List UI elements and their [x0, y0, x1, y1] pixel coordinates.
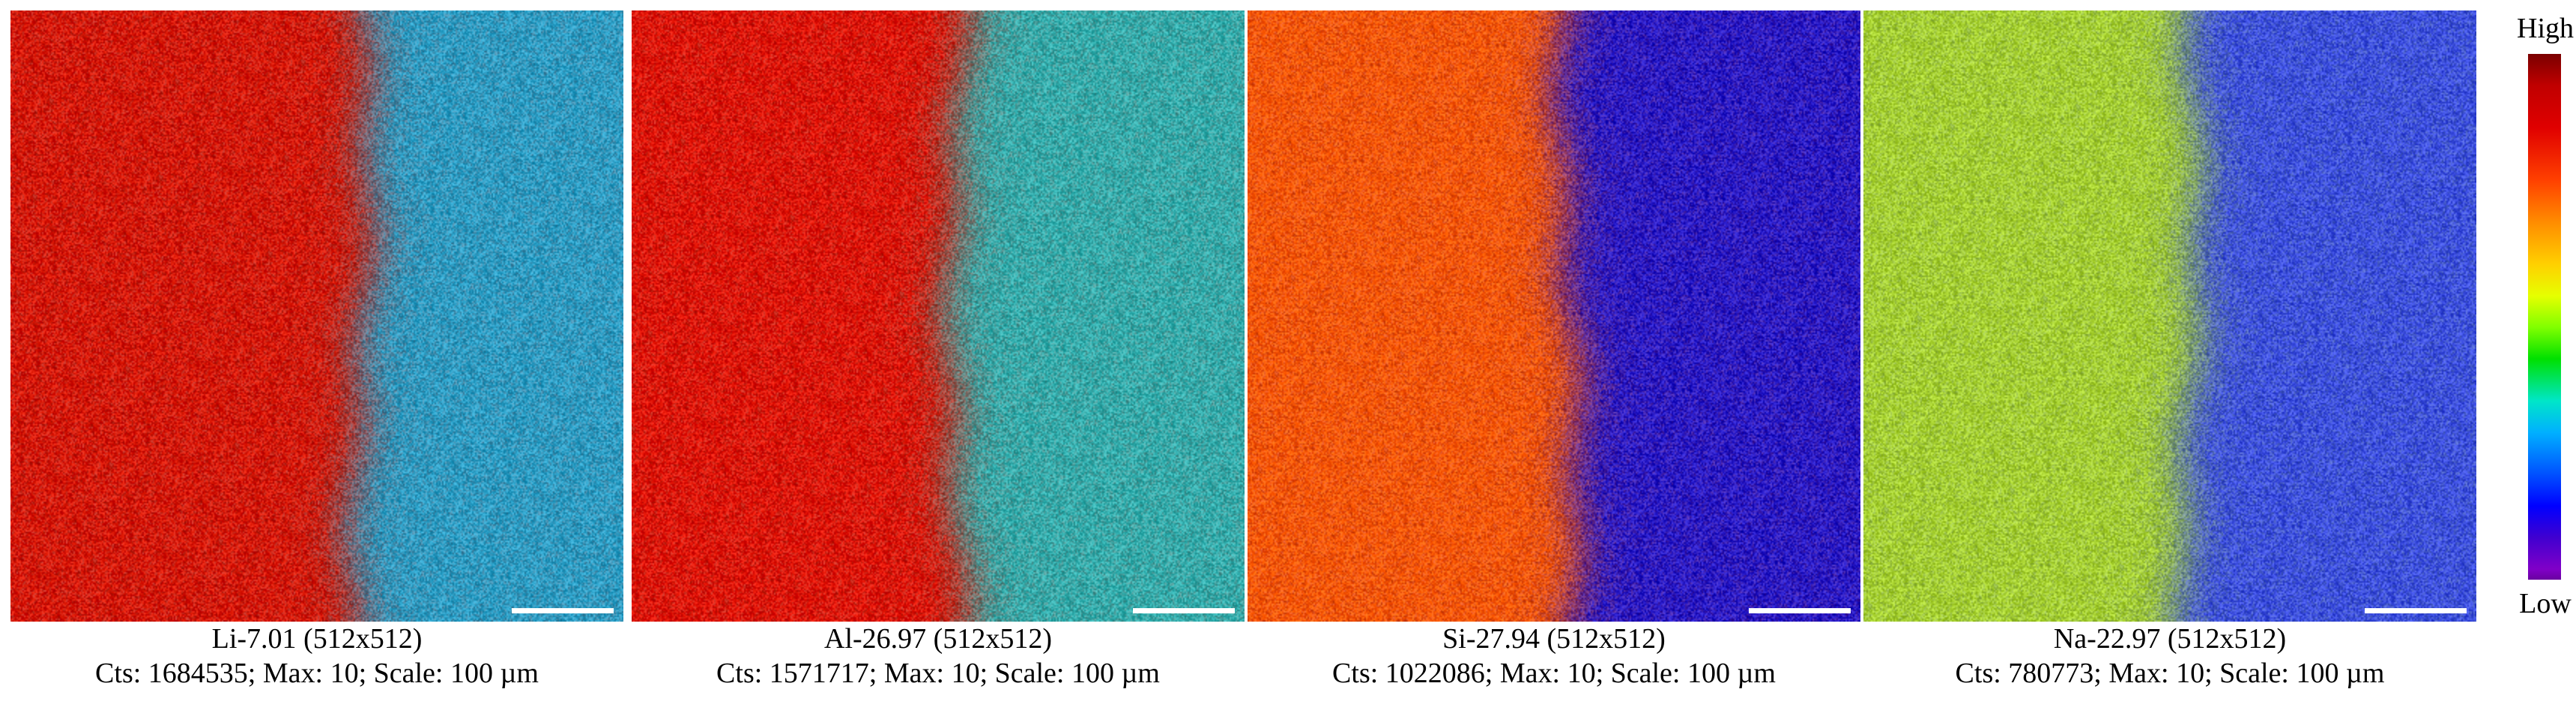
- scale-bar: [1133, 608, 1235, 613]
- elemental-map-li: [10, 10, 623, 622]
- elemental-map-al: [632, 10, 1245, 622]
- scale-bar: [512, 608, 614, 613]
- caption-stats: Cts: 1684535; Max: 10; Scale: 100 µm: [95, 658, 539, 689]
- scale-bar: [1749, 608, 1851, 613]
- caption-li: Li-7.01 (512x512) Cts: 1684535; Max: 10;…: [10, 622, 623, 691]
- caption-si: Si-27.94 (512x512) Cts: 1022086; Max: 10…: [1248, 622, 1860, 691]
- elemental-map-na: [1863, 10, 2476, 622]
- caption-stats: Cts: 780773; Max: 10; Scale: 100 µm: [1955, 658, 2385, 689]
- caption-title: Na-22.97 (512x512): [2053, 623, 2287, 655]
- map-panel-al: [632, 10, 1245, 622]
- colorbar-legend: High Low: [2515, 0, 2576, 710]
- caption-stats: Cts: 1571717; Max: 10; Scale: 100 µm: [716, 658, 1160, 689]
- caption-title: Si-27.94 (512x512): [1442, 623, 1666, 655]
- map-panel-na: [1863, 10, 2476, 622]
- colorbar-low-label: Low: [2519, 588, 2572, 619]
- map-panel-si: [1248, 10, 1860, 622]
- elemental-map-si: [1248, 10, 1860, 622]
- caption-stats: Cts: 1022086; Max: 10; Scale: 100 µm: [1332, 658, 1776, 689]
- caption-title: Li-7.01 (512x512): [211, 623, 423, 655]
- colorbar-gradient: [2528, 54, 2561, 580]
- caption-title: Al-26.97 (512x512): [824, 623, 1052, 655]
- scale-bar: [2365, 608, 2467, 613]
- caption-al: Al-26.97 (512x512) Cts: 1571717; Max: 10…: [632, 622, 1245, 691]
- colorbar-high-label: High: [2517, 13, 2574, 44]
- map-panel-li: [10, 10, 623, 622]
- caption-na: Na-22.97 (512x512) Cts: 780773; Max: 10;…: [1863, 622, 2476, 691]
